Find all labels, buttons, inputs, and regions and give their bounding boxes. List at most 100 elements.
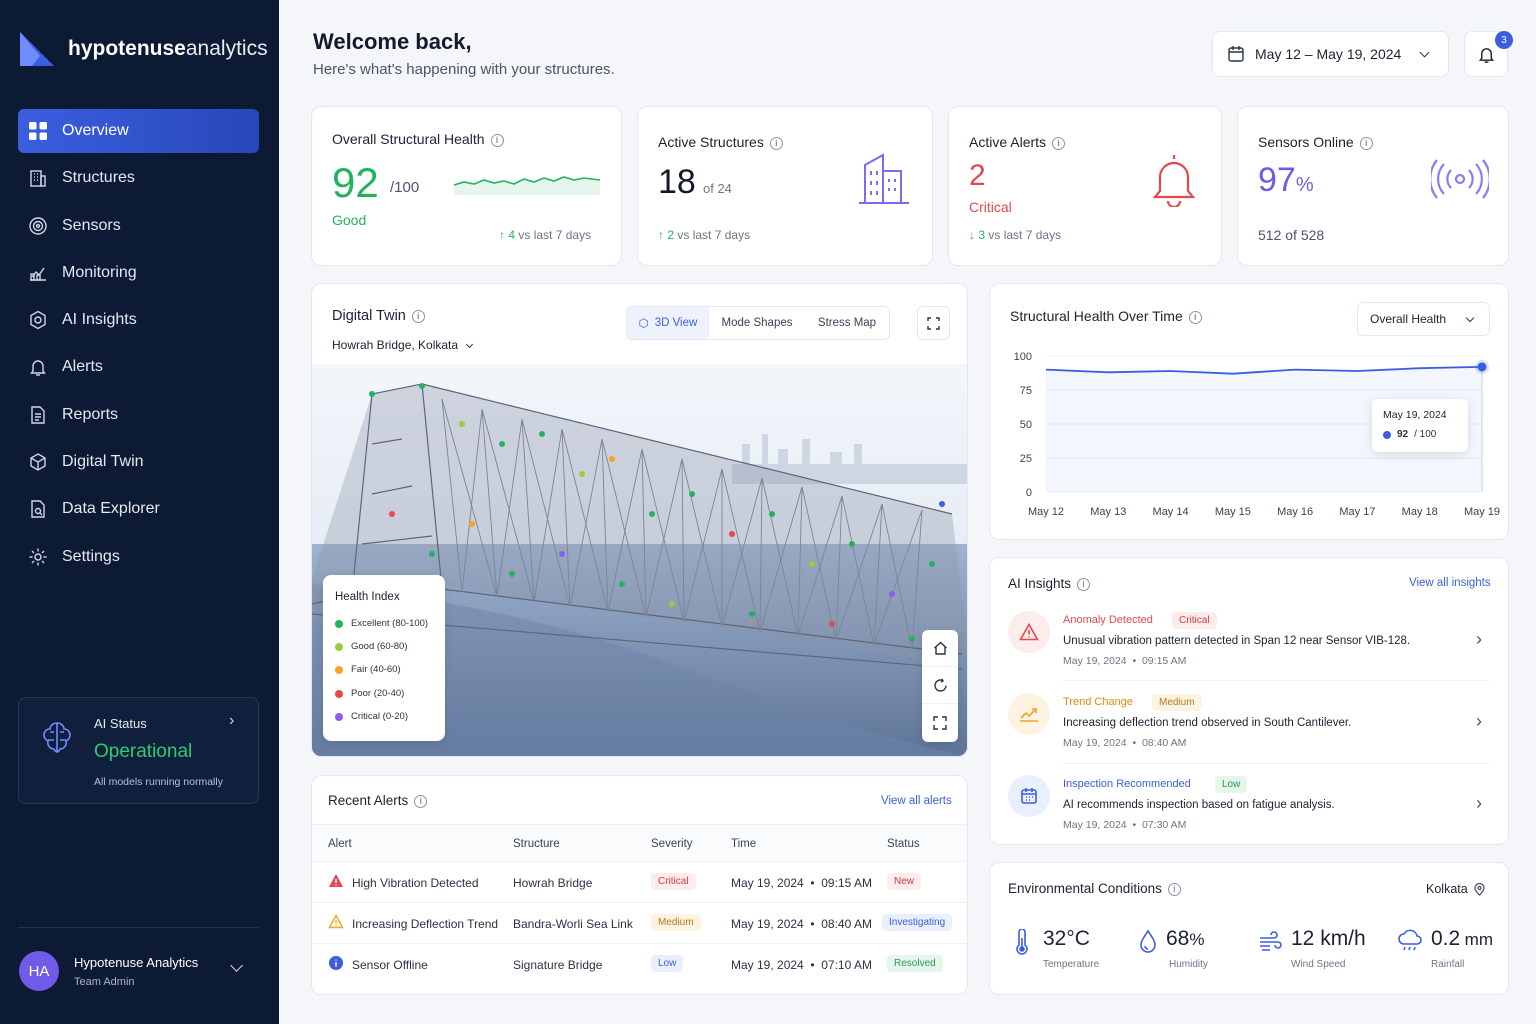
sidebar-item-overview[interactable]: Overview <box>18 109 259 153</box>
report-icon <box>31 406 45 424</box>
view-all-insights-link[interactable]: View all insights <box>1409 577 1491 589</box>
table-row[interactable]: Increasing Deflection Trend Bandra-Worli… <box>312 902 967 943</box>
status-badge: New <box>887 873 922 890</box>
kpi-status: Good <box>332 212 367 228</box>
rotate-view-button[interactable] <box>922 667 958 704</box>
sidebar-item-sensors[interactable]: Sensors <box>18 204 259 248</box>
severity-badge: Critical <box>651 873 696 890</box>
notifications-button[interactable]: 3 <box>1464 31 1513 77</box>
expand-icon <box>927 316 940 330</box>
sidebar: hypotenuseanalytics Overview Structures … <box>0 0 279 1024</box>
user-profile[interactable]: HA Hypotenuse Analytics Team Admin <box>18 927 259 1024</box>
page-subtitle: Here's what's happening with your struct… <box>313 61 615 78</box>
chevron-right-icon: › <box>229 712 235 729</box>
signal-icon <box>1431 159 1489 199</box>
tab-stress-map[interactable]: Stress Map <box>817 317 877 329</box>
sidebar-item-label: AI Insights <box>62 311 137 329</box>
alert-time: May 19, 2024 • 07:10 AM <box>731 958 872 972</box>
insight-text: Unusual vibration pattern detected in Sp… <box>1063 635 1411 647</box>
insight-type: Anomaly Detected <box>1063 614 1153 626</box>
building-icon <box>859 153 909 204</box>
kpi-health-card[interactable]: Overall Structural Health i 92 /100 Good … <box>311 106 622 266</box>
sidebar-item-monitoring[interactable]: Monitoring <box>18 251 259 295</box>
chevron-right-icon: › <box>1476 793 1482 813</box>
tab-3d-view[interactable]: ⬡ 3D View <box>627 307 709 339</box>
alert-name: Sensor Offline <box>352 958 428 972</box>
info-icon: i <box>490 133 504 147</box>
avatar: HA <box>19 951 59 991</box>
date-range-picker[interactable]: May 12 – May 19, 2024 <box>1212 31 1449 77</box>
x-tick-label: May 19 <box>1464 506 1500 518</box>
location-label[interactable]: Kolkata <box>1426 882 1485 896</box>
expand-icon <box>933 715 947 730</box>
kpi-structures-card[interactable]: Active Structures i 18 of 24 ↑ 2 vs last … <box>637 106 933 266</box>
chevron-right-icon: › <box>1476 711 1482 731</box>
sidebar-item-structures[interactable]: Structures <box>18 156 259 200</box>
col-status: Status <box>887 838 920 850</box>
thermometer-icon <box>1016 929 1028 955</box>
sidebar-item-ai-insights[interactable]: AI Insights <box>18 298 259 342</box>
kpi-of: of 24 <box>703 181 732 196</box>
wind-icon <box>1260 931 1282 951</box>
y-tick-label: 25 <box>1020 453 1032 465</box>
expand-view-button[interactable] <box>922 704 958 741</box>
sidebar-item-alerts[interactable]: Alerts <box>18 345 259 389</box>
env-label: Wind Speed <box>1291 959 1346 970</box>
health-trend-card: Structural Health Over Time i Overall Hea… <box>989 283 1509 540</box>
chart-tooltip: May 19, 2024 92/ 100 <box>1372 399 1468 452</box>
ai-status-card[interactable]: AI Status › Operational All models runni… <box>18 697 259 804</box>
y-tick-label: 100 <box>1014 351 1032 363</box>
table-row[interactable]: Sensor Offline Signature Bridge Low May … <box>312 943 967 984</box>
home-view-button[interactable] <box>922 630 958 667</box>
calendar-icon <box>1021 788 1037 804</box>
sidebar-item-label: Reports <box>62 405 119 423</box>
sidebar-item-label: Sensors <box>62 216 121 234</box>
kpi-label: Overall Structural Health i <box>332 131 504 147</box>
gear-icon <box>29 548 47 566</box>
sidebar-item-reports[interactable]: Reports <box>18 393 259 437</box>
legend-item: Poor (20-40) <box>335 688 404 699</box>
insight-item[interactable]: Trend Change Medium Increasing deflectio… <box>990 683 1508 765</box>
status-badge: Investigating <box>882 914 953 931</box>
sidebar-item-label: Data Explorer <box>62 500 160 518</box>
kpi-value: 2 <box>969 159 986 192</box>
legend-title: Health Index <box>335 591 400 603</box>
sidebar-item-digital-twin[interactable]: Digital Twin <box>18 440 259 484</box>
kpi-alerts-card[interactable]: Active Alerts i 2 Critical ↓ 3 vs last 7 … <box>948 106 1222 266</box>
grid-icon <box>29 122 47 140</box>
env-value: 0.2 <box>1431 927 1461 950</box>
home-icon <box>933 641 947 655</box>
col-time: Time <box>731 838 757 850</box>
sidebar-item-settings[interactable]: Settings <box>18 535 259 579</box>
sidebar-item-label: Structures <box>62 169 135 187</box>
data-icon <box>31 500 45 519</box>
table-header: Alert Structure Severity Time Status <box>312 824 967 861</box>
insight-text: AI recommends inspection based on fatigu… <box>1063 799 1335 811</box>
brand-logo[interactable]: hypotenuseanalytics <box>18 30 268 68</box>
insight-type: Inspection Recommended <box>1063 778 1191 790</box>
info-icon: i <box>1167 882 1181 896</box>
insight-text: Increasing deflection trend observed in … <box>1063 717 1352 729</box>
calendar-icon <box>1228 46 1244 62</box>
rain-cloud-icon <box>1398 929 1422 951</box>
tab-mode-shapes[interactable]: Mode Shapes <box>721 317 793 329</box>
insight-item[interactable]: Inspection Recommended Low AI recommends… <box>990 765 1508 847</box>
env-value: 68 <box>1166 927 1190 950</box>
x-tick-label: May 18 <box>1402 506 1438 518</box>
brand-name: hypotenuseanalytics <box>68 37 268 60</box>
kpi-sensors-card[interactable]: Sensors Online i 97% 512 of 528 <box>1237 106 1509 266</box>
fullscreen-button[interactable] <box>917 306 950 340</box>
alert-time: May 19, 2024 • 09:15 AM <box>731 876 872 890</box>
insight-item[interactable]: Anomaly Detected Critical Unusual vibrat… <box>990 601 1508 683</box>
metric-dropdown[interactable]: Overall Health <box>1357 302 1490 336</box>
environment-card: Environmental Conditions i Kolkata 32°C T… <box>989 862 1509 995</box>
sidebar-item-data-explorer[interactable]: Data Explorer <box>18 487 259 531</box>
structure-selector[interactable]: Howrah Bridge, Kolkata <box>332 338 474 352</box>
severity-badge: Medium <box>651 914 701 931</box>
view-all-alerts-link[interactable]: View all alerts <box>881 795 952 807</box>
table-row[interactable]: High Vibration Detected Howrah Bridge Cr… <box>312 861 967 902</box>
kpi-note: 512 of 528 <box>1258 227 1325 243</box>
alert-structure: Howrah Bridge <box>513 876 593 890</box>
legend-item: Excellent (80-100) <box>335 618 428 629</box>
digital-twin-card: Digital Twin i Howrah Bridge, Kolkata ⬡ 3D… <box>311 283 968 757</box>
